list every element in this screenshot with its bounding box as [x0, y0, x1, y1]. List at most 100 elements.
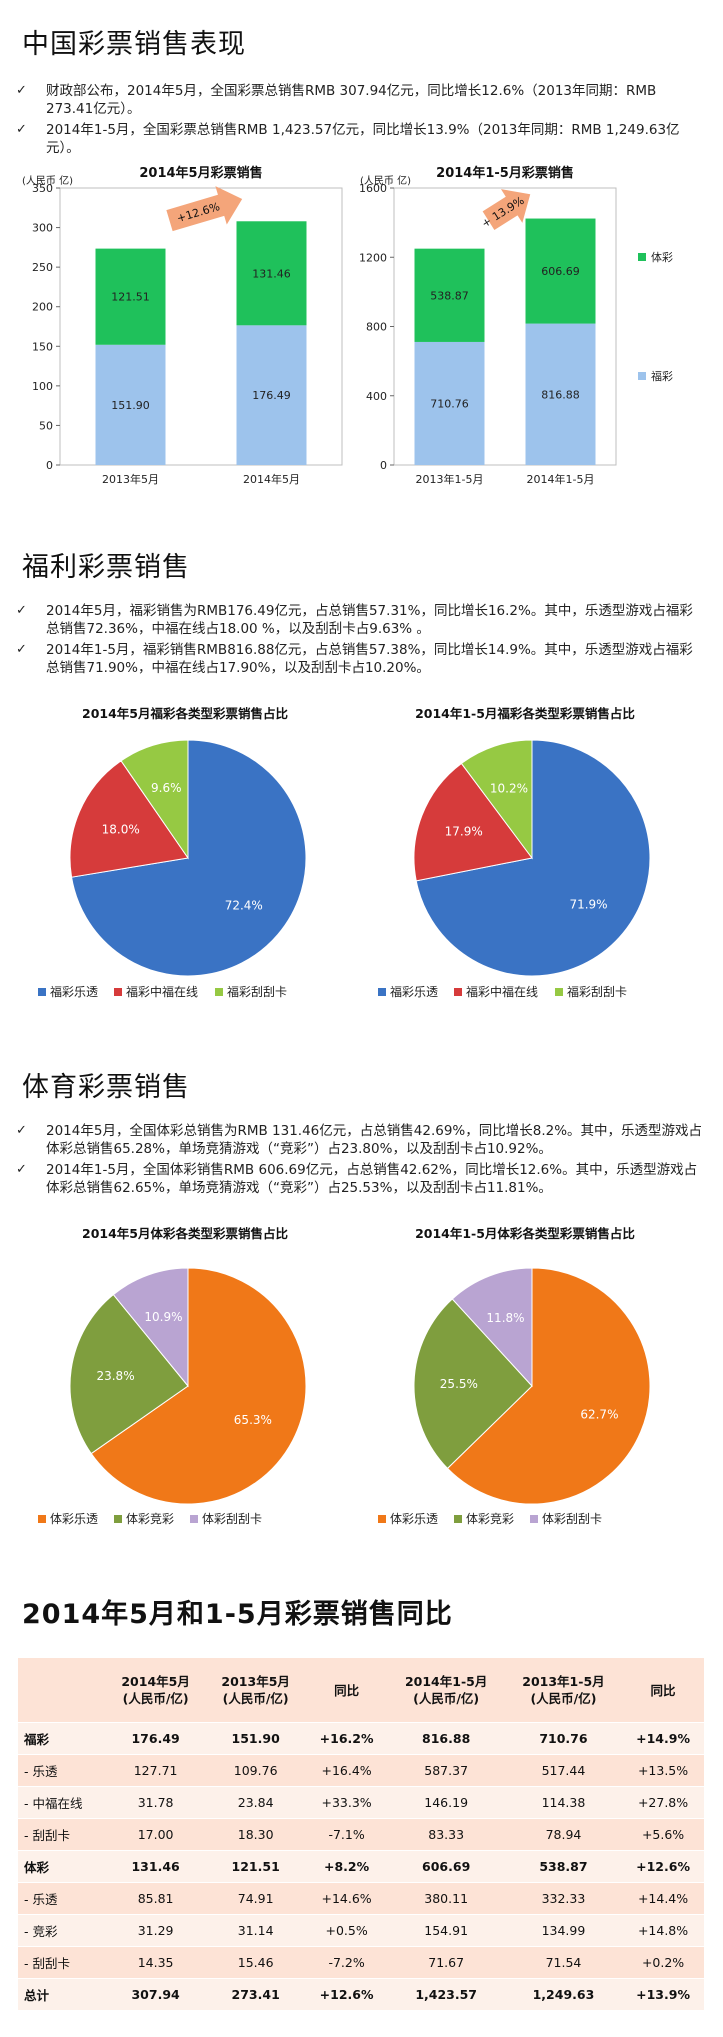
data-label: 151.90 [111, 399, 150, 412]
table-cell: 31.78 [105, 1786, 206, 1819]
row-label: 福彩 [18, 1722, 106, 1755]
table-cell: +12.6% [622, 1850, 704, 1883]
table-cell: 17.00 [105, 1818, 206, 1851]
section-title-welfare: 福利彩票销售 [22, 552, 190, 583]
legend-label: 福彩乐透 [50, 984, 98, 999]
table-row: - 刮刮卡 14.35 15.46 -7.2% 71.67 71.54 +0.2% [18, 1946, 704, 1979]
slice-label: 11.8% [486, 1311, 524, 1325]
bullet-item: ✓ 2014年5月，全国体彩总销售为RMB 131.46亿元，占总销售42.69%… [16, 1122, 706, 1158]
table-cell: 18.30 [205, 1818, 306, 1851]
table-cell: -7.2% [305, 1946, 388, 1979]
table-cell: 114.38 [504, 1786, 623, 1819]
bar-segment [414, 248, 485, 342]
bullet-text: 2014年1-5月，全国彩票总销售RMB 1,423.57亿元，同比增长13.9… [46, 122, 680, 156]
table-cell: 127.71 [105, 1754, 206, 1787]
legend-swatch [378, 1515, 386, 1523]
table-cell: 273.41 [205, 1978, 306, 2011]
row-label: - 中福在线 [18, 1786, 106, 1819]
chart-title: 2014年5月体彩各类型彩票销售占比 [82, 1226, 288, 1241]
check-icon: ✓ [16, 603, 27, 618]
y-tick-label: 0 [46, 459, 53, 472]
legend: 体彩乐透 体彩竞彩 体彩刮刮卡 [378, 1512, 602, 1526]
table-cell: 176.49 [105, 1722, 206, 1755]
table-cell: 131.46 [105, 1850, 206, 1883]
legend-swatch [638, 253, 646, 261]
legend-swatch [555, 988, 563, 996]
legend-label: 福彩乐透 [390, 984, 438, 999]
legend-swatch [454, 1515, 462, 1523]
table-cell: +14.8% [622, 1914, 704, 1947]
sports-bullets: ✓ 2014年5月，全国体彩总销售为RMB 131.46亿元，占总销售42.69%… [16, 1122, 706, 1200]
table-cell: 332.33 [504, 1882, 623, 1915]
table-cell: +12.6% [305, 1978, 388, 2011]
section-title-sports: 体育彩票销售 [22, 1072, 190, 1103]
slice-label: 18.0% [102, 822, 140, 836]
table-cell: 307.94 [105, 1978, 206, 2011]
table-cell: 154.91 [387, 1914, 505, 1947]
check-icon: ✓ [16, 1162, 27, 1177]
table-cell: 816.88 [387, 1722, 505, 1755]
section-title-overview: 中国彩票销售表现 [22, 29, 246, 60]
table-cell: +13.5% [622, 1754, 704, 1787]
bullet-item: ✓ 2014年5月，福彩销售为RMB176.49亿元，占总销售57.31%，同比增… [16, 602, 706, 638]
header-cell: 2014年5月 (人民币/亿) [105, 1658, 206, 1723]
legend-swatch [378, 988, 386, 996]
table-cell: 23.84 [205, 1786, 306, 1819]
data-label: 538.87 [430, 289, 469, 302]
slice-label: 9.6% [151, 781, 182, 795]
table-cell: +0.2% [622, 1946, 704, 1979]
y-tick-label: 150 [32, 340, 53, 353]
legend-swatch [638, 372, 646, 380]
bullet-text: 2014年5月，福彩销售为RMB176.49亿元，占总销售57.31%，同比增长… [46, 603, 693, 637]
legend-swatch [454, 988, 462, 996]
legend-swatch [38, 988, 46, 996]
legend-label: 福彩中福在线 [126, 984, 198, 999]
y-axis-label: (人民币 亿) [360, 174, 411, 187]
legend-swatch [114, 1515, 122, 1523]
table-cell: 710.76 [504, 1722, 623, 1755]
chart-title: 2014年1-5月彩票销售 [436, 165, 574, 181]
row-label: - 乐透 [18, 1882, 106, 1915]
table-row: - 竞彩 31.29 31.14 +0.5% 154.91 134.99 +14.8% [18, 1914, 704, 1947]
data-label: 816.88 [541, 388, 580, 401]
legend-swatch [215, 988, 223, 996]
table-cell: +16.2% [305, 1722, 388, 1755]
legend-swatch [38, 1515, 46, 1523]
pie-chart-welfare-may: 2014年5月福彩各类型彩票销售占比 72.4% 18.0% 9.6% 福彩乐透 福彩中福… [38, 706, 307, 999]
header-cell: 2014年1-5月 (人民币/亿) [387, 1658, 505, 1723]
y-tick-label: 50 [39, 419, 53, 432]
y-tick-label: 250 [32, 261, 53, 274]
chart-title: 2014年1-5月体彩各类型彩票销售占比 [415, 1226, 635, 1241]
table-row: 总计 307.94 273.41 +12.6% 1,423.57 1,249.63 +13.… [18, 1978, 704, 2011]
table-cell: 517.44 [504, 1754, 623, 1787]
bar-segment [95, 344, 166, 465]
legend-label: 体彩乐透 [50, 1512, 98, 1526]
data-label: 710.76 [430, 397, 469, 410]
table-cell: 538.87 [504, 1850, 623, 1883]
legend-label: 体彩刮刮卡 [202, 1512, 262, 1526]
table-cell: 134.99 [504, 1914, 623, 1947]
table-row: - 刮刮卡 17.00 18.30 -7.1% 83.33 78.94 +5.6% [18, 1818, 704, 1851]
y-tick-label: 350 [32, 182, 53, 195]
pie-chart-sports-jan-may: 2014年1-5月体彩各类型彩票销售占比62.7%25.5%11.8%体彩乐透体… [378, 1226, 651, 1526]
row-label: - 竞彩 [18, 1914, 106, 1947]
bar-segment [95, 248, 166, 345]
check-icon: ✓ [16, 83, 27, 98]
table-cell: 380.11 [387, 1882, 505, 1915]
table-cell: +33.3% [305, 1786, 388, 1819]
legend: 福彩乐透 福彩中福在线 福彩刮刮卡 [38, 984, 287, 999]
header-cell: 同比 [622, 1658, 704, 1723]
table-cell: +8.2% [305, 1850, 388, 1883]
legend-label: 体彩刮刮卡 [542, 1512, 602, 1526]
bullet-item: ✓ 2014年1-5月，全国体彩销售RMB 606.69亿元，占总销售42.62%… [16, 1161, 706, 1197]
table-cell: +0.5% [305, 1914, 388, 1947]
table-cell: 83.33 [387, 1818, 505, 1851]
table-cell: 146.19 [387, 1786, 505, 1819]
table-row: - 乐透 127.71 109.76 +16.4% 587.37 517.44 +13.5% [18, 1754, 704, 1787]
table-cell: 78.94 [504, 1818, 623, 1851]
legend-label: 福彩刮刮卡 [227, 984, 287, 999]
bullet-item: ✓ 财政部公布，2014年5月，全国彩票总销售RMB 307.94亿元，同比增长1… [16, 82, 706, 118]
x-tick-label: 2013年5月 [102, 472, 159, 486]
pie-slice [112, 1267, 189, 1388]
